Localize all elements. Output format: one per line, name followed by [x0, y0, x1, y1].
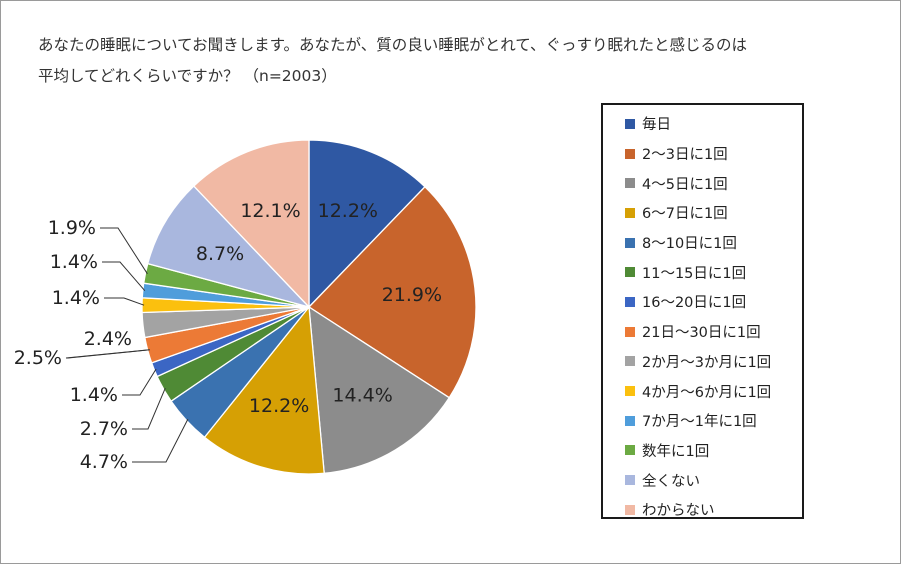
- legend-item: 2～3日に1回: [603, 139, 802, 169]
- pie-slice: [308, 305, 451, 475]
- legend-swatch: [625, 356, 635, 367]
- legend-swatch: [625, 386, 635, 397]
- leader-line: [100, 227, 148, 275]
- legend-item: 2か月～3か月に1回: [603, 347, 802, 377]
- leader-line: [122, 368, 157, 396]
- data-label: 1.4%: [70, 384, 118, 406]
- chart-title-line-2: 平均してどれくらいですか？ （n=2003）: [38, 67, 337, 85]
- leader-line: [132, 387, 166, 430]
- legend-swatch: [625, 237, 635, 248]
- legend-item: 毎日: [603, 109, 802, 139]
- legend-label: 11～15日に1回: [642, 265, 747, 282]
- legend-label: 毎日: [642, 117, 671, 134]
- data-label: 4.7%: [80, 451, 128, 473]
- legend-swatch: [625, 178, 635, 189]
- leader-line: [65, 349, 150, 359]
- legend-item: 4か月～6か月に1回: [603, 376, 802, 406]
- data-label: 1.4%: [50, 251, 98, 273]
- pie-slice: [308, 139, 426, 309]
- legend-swatch: [625, 118, 635, 129]
- data-label: 8.7%: [196, 243, 244, 265]
- pie-slice: [146, 185, 312, 309]
- legend-swatch: [625, 504, 635, 515]
- data-label: 12.2%: [318, 200, 378, 222]
- legend-item: 16～20日に1回: [603, 287, 802, 317]
- data-label: 12.2%: [249, 395, 309, 417]
- legend-item: 数年に1回: [603, 436, 802, 466]
- legend-label: 4～5日に1回: [642, 176, 728, 193]
- data-label: 1.4%: [52, 287, 100, 309]
- legend-item: 21日～30日に1回: [603, 317, 802, 347]
- legend-item: わからない: [603, 495, 802, 525]
- legend-swatch: [625, 445, 635, 456]
- legend-swatch: [625, 148, 635, 159]
- chart-title-line-1: あなたの睡眠についてお聞きします。あなたが、質の良い睡眠がとれて、ぐっすり眠れた…: [38, 36, 747, 54]
- data-label: 2.5%: [14, 347, 62, 369]
- leader-line: [132, 418, 189, 463]
- chart-title: あなたの睡眠についてお聞きします。あなたが、質の良い睡眠がとれて、ぐっすり眠れた…: [38, 30, 747, 92]
- legend-swatch: [625, 296, 635, 307]
- legend-label: 2～3日に1回: [642, 147, 728, 164]
- legend-swatch: [625, 415, 635, 426]
- pie-slice: [192, 139, 310, 309]
- pie-slice: [307, 185, 477, 399]
- data-label: 12.1%: [240, 200, 300, 222]
- pie-slice: [203, 305, 325, 475]
- legend-label: 16～20日に1回: [642, 295, 747, 312]
- data-label: 2.4%: [84, 328, 132, 350]
- data-label: 2.7%: [80, 418, 128, 440]
- legend-label: 全くない: [642, 473, 700, 490]
- legend-label: 7か月～1年に1回: [642, 414, 757, 431]
- legend-label: 21日～30日に1回: [642, 325, 761, 342]
- data-label: 14.4%: [332, 385, 392, 407]
- legend-item: 6～7日に1回: [603, 198, 802, 228]
- data-label: 21.9%: [382, 284, 442, 306]
- legend-swatch: [625, 267, 635, 278]
- legend-item: 8～10日に1回: [603, 228, 802, 258]
- legend-label: 8～10日に1回: [642, 236, 737, 253]
- legend-label: 4か月～6か月に1回: [642, 384, 772, 401]
- chart-legend: 毎日 2～3日に1回 4～5日に1回 6～7日に1回 8～10日に1回 11～15日に1回…: [601, 103, 804, 519]
- legend-label: 6～7日に1回: [642, 206, 728, 223]
- legend-label: 数年に1回: [642, 443, 710, 460]
- legend-swatch: [625, 207, 635, 218]
- legend-item: 11～15日に1回: [603, 257, 802, 287]
- legend-item: 全くない: [603, 465, 802, 495]
- leader-line: [104, 297, 145, 306]
- legend-item: 4～5日に1回: [603, 168, 802, 198]
- legend-swatch: [625, 475, 635, 486]
- data-label: 1.9%: [48, 217, 96, 239]
- legend-label: わからない: [642, 503, 715, 520]
- legend-item: 7か月～1年に1回: [603, 406, 802, 436]
- legend-swatch: [625, 326, 635, 337]
- legend-label: 2か月～3か月に1回: [642, 354, 772, 371]
- leader-line: [102, 261, 146, 292]
